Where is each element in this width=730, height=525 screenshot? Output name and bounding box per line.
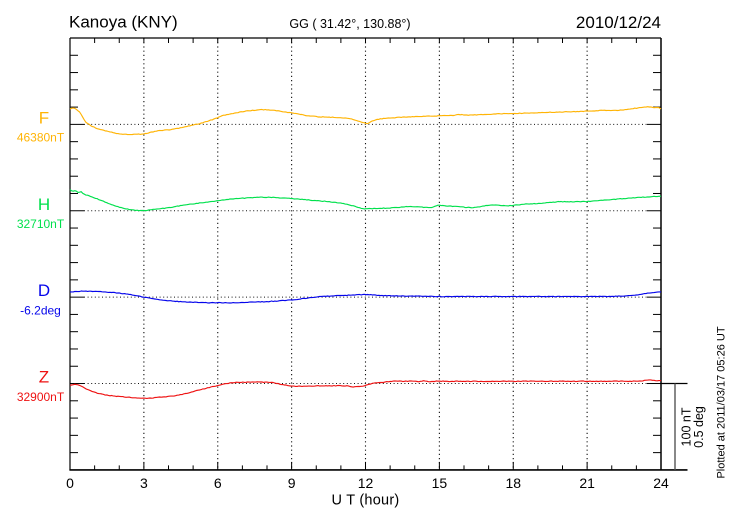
svg-text:18: 18 [505, 475, 521, 491]
svg-text:Plotted at 2011/03/17 05:26 UT: Plotted at 2011/03/17 05:26 UT [716, 326, 728, 478]
svg-text:F: F [39, 108, 49, 127]
svg-text:32710nT: 32710nT [17, 217, 65, 231]
svg-text:-6.2deg: -6.2deg [20, 303, 61, 317]
svg-text:H: H [38, 195, 50, 214]
svg-text:0: 0 [66, 475, 74, 491]
svg-text:D: D [38, 281, 50, 300]
svg-text:21: 21 [579, 475, 595, 491]
svg-text:Kanoya (KNY): Kanoya (KNY) [69, 13, 178, 32]
svg-text:9: 9 [288, 475, 296, 491]
svg-text:46380nT: 46380nT [17, 131, 65, 145]
svg-text:32900nT: 32900nT [17, 390, 65, 404]
svg-text:15: 15 [432, 475, 448, 491]
svg-text:6: 6 [214, 475, 222, 491]
svg-text:2010/12/24: 2010/12/24 [576, 13, 661, 32]
svg-text:Z: Z [39, 368, 49, 387]
svg-text:24: 24 [653, 475, 669, 491]
svg-text:3: 3 [140, 475, 148, 491]
svg-text:100 nT: 100 nT [680, 407, 694, 446]
svg-text:0.5 deg: 0.5 deg [692, 406, 706, 448]
svg-text:U T (hour): U T (hour) [331, 493, 399, 509]
svg-text:GG ( 31.42°, 130.88°): GG ( 31.42°, 130.88°) [289, 17, 410, 31]
svg-text:12: 12 [358, 475, 374, 491]
